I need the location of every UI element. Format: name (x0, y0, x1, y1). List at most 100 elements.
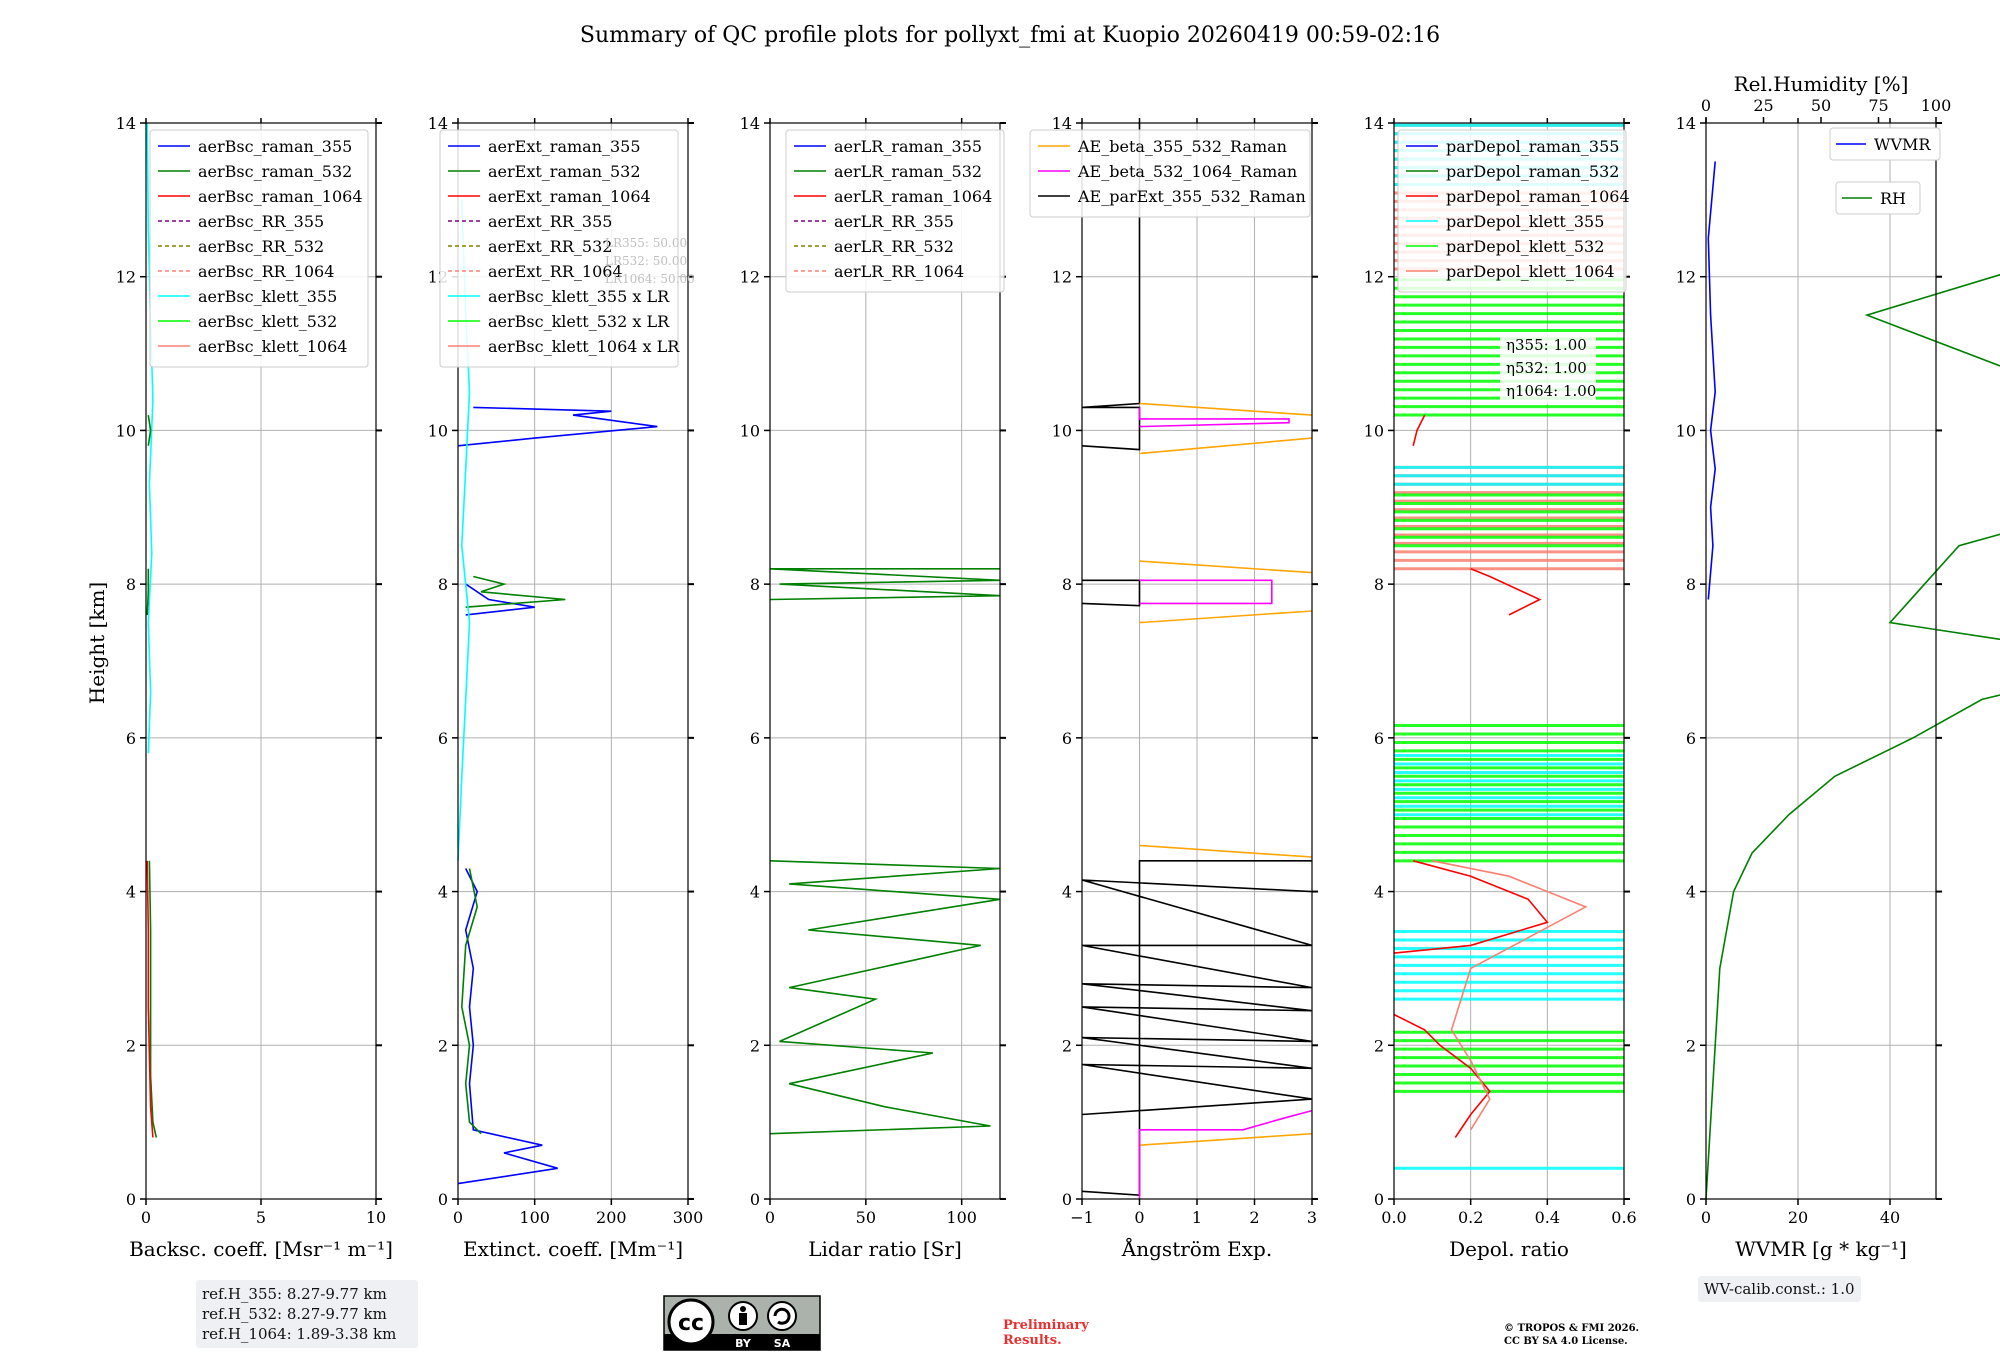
series-aerBsc_raman_532_upper (146, 568, 150, 615)
legend-label: parDepol_raman_355 (1446, 137, 1619, 156)
cc-label: cc (678, 1311, 704, 1336)
x-tick-label: 0.0 (1381, 1208, 1406, 1227)
legend-label: aerBsc_RR_355 (198, 212, 324, 231)
x-tick-label: −1 (1070, 1208, 1094, 1227)
ref-height-532: ref.H_532: 8.27-9.77 km (202, 1305, 387, 1323)
y-tick-label: 2 (1374, 1036, 1384, 1055)
legend-box (785, 129, 1005, 293)
series-parDepol_raman_532_b (1393, 860, 1549, 954)
series-AE_parExt_355_532_lines (1081, 879, 1313, 1116)
legend-label: aerBsc_RR_1064 (198, 262, 334, 281)
y-tick-label: 14 (1676, 114, 1696, 133)
legend-label: aerLR_RR_1064 (834, 262, 964, 281)
legend-box (149, 129, 369, 368)
legend-label: aerBsc_raman_532 (198, 162, 352, 181)
y-tick-label: 2 (126, 1036, 136, 1055)
x-axis-label: Ångström Exp. (1121, 1236, 1272, 1261)
legend-label: WVMR (1874, 135, 1931, 154)
y-tick-label: 12 (740, 268, 760, 287)
y-tick-label: 2 (1062, 1036, 1072, 1055)
series-RH (1705, 273, 2000, 1200)
y-tick-label: 10 (1364, 421, 1384, 440)
y-tick-label: 14 (1052, 114, 1072, 133)
legend-box (1829, 127, 1941, 161)
x-axis-label: Backsc. coeff. [Msr⁻¹ m⁻¹] (129, 1237, 393, 1261)
x-tick-label: 0 (141, 1208, 151, 1227)
y-tick-label: 14 (740, 114, 760, 133)
y-tick-label: 10 (1052, 421, 1072, 440)
y-tick-label: 6 (1374, 729, 1384, 748)
y-tick-label: 6 (438, 729, 448, 748)
series-AE_beta_532_1064_c (1138, 407, 1290, 428)
y-tick-label: 0 (126, 1190, 136, 1209)
legend-label: aerExt_raman_355 (488, 137, 641, 156)
legend-label: aerLR_raman_1064 (834, 187, 992, 206)
panel-depol: 0 2 4 6 8 10 12 14 0.0 0.2 0.4 0.6 Depol. ratio parDe… (1364, 114, 1637, 1261)
x-tick-label: 0 (453, 1208, 463, 1227)
legend-label: aerExt_RR_355 (488, 212, 612, 231)
ref-height-355: ref.H_355: 8.27-9.77 km (202, 1285, 387, 1303)
lr-label: LR355: 50.00 (605, 236, 687, 250)
y-tick-label: 8 (750, 575, 760, 594)
x-tick-label: 0.4 (1535, 1208, 1560, 1227)
y-tick-label: 14 (1364, 114, 1384, 133)
x-tick-label: 1 (1192, 1208, 1202, 1227)
series-aerBsc_raman_1064 (146, 860, 154, 1138)
y-tick-label: 6 (1062, 729, 1072, 748)
y-tick-label: 8 (438, 575, 448, 594)
eta-label: η532: 1.00 (1506, 359, 1587, 377)
legend-label: parDepol_raman_1064 (1446, 187, 1630, 206)
x-tick-label: 5 (256, 1208, 266, 1227)
x-tick-label: 40 (1880, 1208, 1900, 1227)
x-tick-label: 50 (856, 1208, 876, 1227)
x-tick-label: 20 (1788, 1208, 1808, 1227)
series-aerLR_raman_532_cloud (769, 567, 1001, 601)
x-tick-label: 0 (1701, 1208, 1711, 1227)
x-tick-label: 0.6 (1611, 1208, 1636, 1227)
series-parDepol_raman_532_d (1412, 414, 1426, 446)
sa-label: SA (774, 1337, 791, 1350)
x2-tick-label: 0 (1701, 96, 1711, 115)
y-tick-label: 10 (428, 421, 448, 440)
legend-box (1835, 181, 1921, 215)
y-tick-label: 4 (1062, 883, 1072, 902)
preliminary-line-2: Results. (1003, 1333, 1062, 1348)
series-aerExt_raman_355_cloud (465, 583, 535, 616)
y-tick-label: 2 (438, 1036, 448, 1055)
series-parDepol_klett_1064 (1432, 860, 1588, 1131)
series-aerExt_raman_532_cloud (465, 575, 566, 608)
x-tick-label: 2 (1249, 1208, 1259, 1227)
y-tick-label: 8 (1374, 575, 1384, 594)
axes-frame (1705, 122, 1937, 1200)
legend-label: aerBsc_klett_355 (198, 287, 337, 306)
y-tick-label: 4 (438, 883, 448, 902)
lr-label: LR1064: 50.00 (605, 272, 695, 286)
y-tick-label: 12 (1052, 268, 1072, 287)
preliminary-note: Preliminary Results. (1003, 1318, 1089, 1348)
wv-calib-box: WV-calib.const.: 1.0 (1698, 1276, 1861, 1302)
y-tick-label: 12 (116, 268, 136, 287)
legend-label: RH (1880, 189, 1906, 208)
x-tick-label: 100 (519, 1208, 550, 1227)
y-tick-label: 0 (750, 1190, 760, 1209)
legend-box (1397, 129, 1627, 293)
legend-label: aerBsc_klett_1064 (198, 337, 347, 356)
y-tick-label: 8 (1686, 575, 1696, 594)
eta-label: η355: 1.00 (1506, 336, 1587, 354)
y-tick-label: 12 (1364, 268, 1384, 287)
legend-label: aerExt_RR_1064 (488, 262, 623, 281)
wv-calib-text: WV-calib.const.: 1.0 (1704, 1280, 1855, 1298)
series-AE_beta_355_532_e (1139, 437, 1313, 455)
legend-label: AE_parExt_355_532_Raman (1077, 187, 1306, 206)
series-AE_parExt_cloud (1081, 579, 1141, 607)
legend-label: AE_beta_355_532_Raman (1077, 137, 1287, 156)
y-tick-label: 0 (1686, 1190, 1696, 1209)
series-AE_beta_355_532_c (1139, 610, 1313, 624)
x-tick-label: 10 (366, 1208, 386, 1227)
y-tick-label: 14 (116, 114, 136, 133)
series-AE_beta_355_532_b (1139, 844, 1313, 858)
series-AE_beta_355_532_f (1139, 402, 1313, 416)
cc-license-badge: cc BY SA (663, 1295, 821, 1351)
x-tick-label: 200 (596, 1208, 627, 1227)
